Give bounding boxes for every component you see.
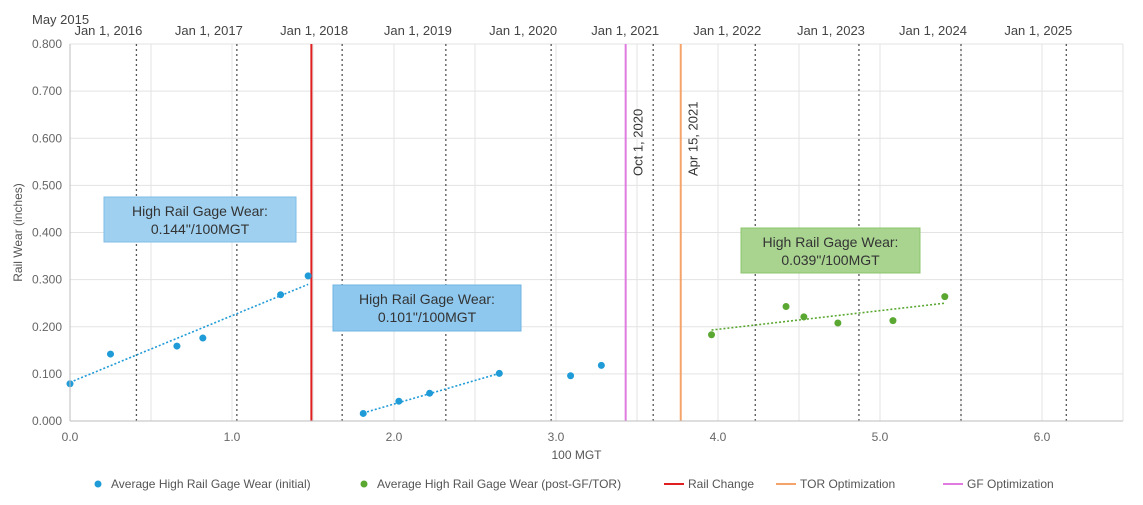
annotation-line1: High Rail Gage Wear: [359,291,495,307]
date-line-label: Jan 1, 2021 [591,23,659,38]
legend-label: TOR Optimization [800,477,895,491]
data-point [889,317,897,325]
data-point [495,369,503,377]
annotation-line2: 0.039"/100MGT [781,252,880,268]
annotation-box [740,227,921,274]
date-line-label: Jan 1, 2018 [280,23,348,38]
legend-label: Average High Rail Gage Wear (initial) [111,477,311,491]
data-point [277,291,285,299]
legend-label: Rail Change [688,477,754,491]
date-line-label: Jan 1, 2017 [175,23,243,38]
date-line-label: Jan 1, 2020 [489,23,557,38]
date-line-label: Jan 1, 2019 [384,23,452,38]
legend-marker [94,480,102,488]
annotations: High Rail Gage Wear: 0.144"/100MGT High Ra… [103,196,921,332]
data-point [304,272,312,280]
x-tick-label: 3.0 [548,430,565,444]
annotation-line1: High Rail Gage Wear: [132,203,268,219]
event-line-label: Apr 15, 2021 [686,102,701,176]
legend: Average High Rail Gage Wear (initial) Ave… [94,477,1054,491]
data-point [107,350,114,358]
y-tick-label: 0.500 [32,178,62,192]
date-line-label: Jan 1, 2025 [1004,23,1072,38]
y-tick-label: 0.000 [32,414,62,428]
data-point [597,361,605,369]
legend-marker [360,480,368,488]
date-lines: Jan 1, 2016 Jan 1, 2017 Jan 1, 2018 Jan 1, … [74,23,1072,421]
data-point [834,319,842,327]
date-line-label: Jan 1, 2016 [74,23,142,38]
x-axis-title: 100 MGT [551,448,602,462]
trendline [69,283,309,384]
y-tick-label: 0.400 [32,226,62,240]
y-tick-label: 0.200 [32,320,62,334]
annotation-box [103,196,297,243]
data-point [800,313,808,321]
data-point [395,397,403,405]
legend-label: GF Optimization [967,477,1054,491]
x-tick-label: 6.0 [1034,430,1051,444]
y-axis-title: Rail Wear (inches) [11,183,25,281]
x-tick-label: 5.0 [872,430,889,444]
data-point [708,331,716,339]
data-point [359,409,367,417]
x-tick-label: 1.0 [224,430,241,444]
trendlines [69,283,945,414]
data-point [941,293,949,301]
x-tick-label: 2.0 [386,430,403,444]
grid-layer [69,43,1124,422]
annotation-line2: 0.144"/100MGT [151,221,250,237]
y-tick-label: 0.700 [32,84,62,98]
y-tick-label: 0.300 [32,273,62,287]
top-start-label: May 2015 [32,12,89,27]
data-point [782,302,790,310]
event-line-label: Oct 1, 2020 [631,109,646,176]
data-point [567,372,575,380]
y-tick-label: 0.100 [32,367,62,381]
trendline [711,302,945,331]
annotation-box [332,284,522,332]
legend-label: Average High Rail Gage Wear (post-GF/TOR… [377,477,621,491]
date-line-label: Jan 1, 2024 [899,23,967,38]
event-lines: Oct 1, 2020 Apr 15, 2021 [310,44,701,421]
data-point [173,342,181,350]
axes: 0.000 0.100 0.200 0.300 0.400 0.500 0.600 0.700… [11,12,1123,462]
x-tick-label: 4.0 [710,430,727,444]
annotation-line1: High Rail Gage Wear: [763,234,899,250]
y-tick-label: 0.800 [32,37,62,51]
data-point [199,334,207,342]
data-point [426,389,434,397]
x-tick-label: 0.0 [62,430,79,444]
date-line-label: Jan 1, 2023 [797,23,865,38]
y-tick-label: 0.600 [32,131,62,145]
annotation-line2: 0.101"/100MGT [378,309,477,325]
date-line-label: Jan 1, 2022 [693,23,761,38]
